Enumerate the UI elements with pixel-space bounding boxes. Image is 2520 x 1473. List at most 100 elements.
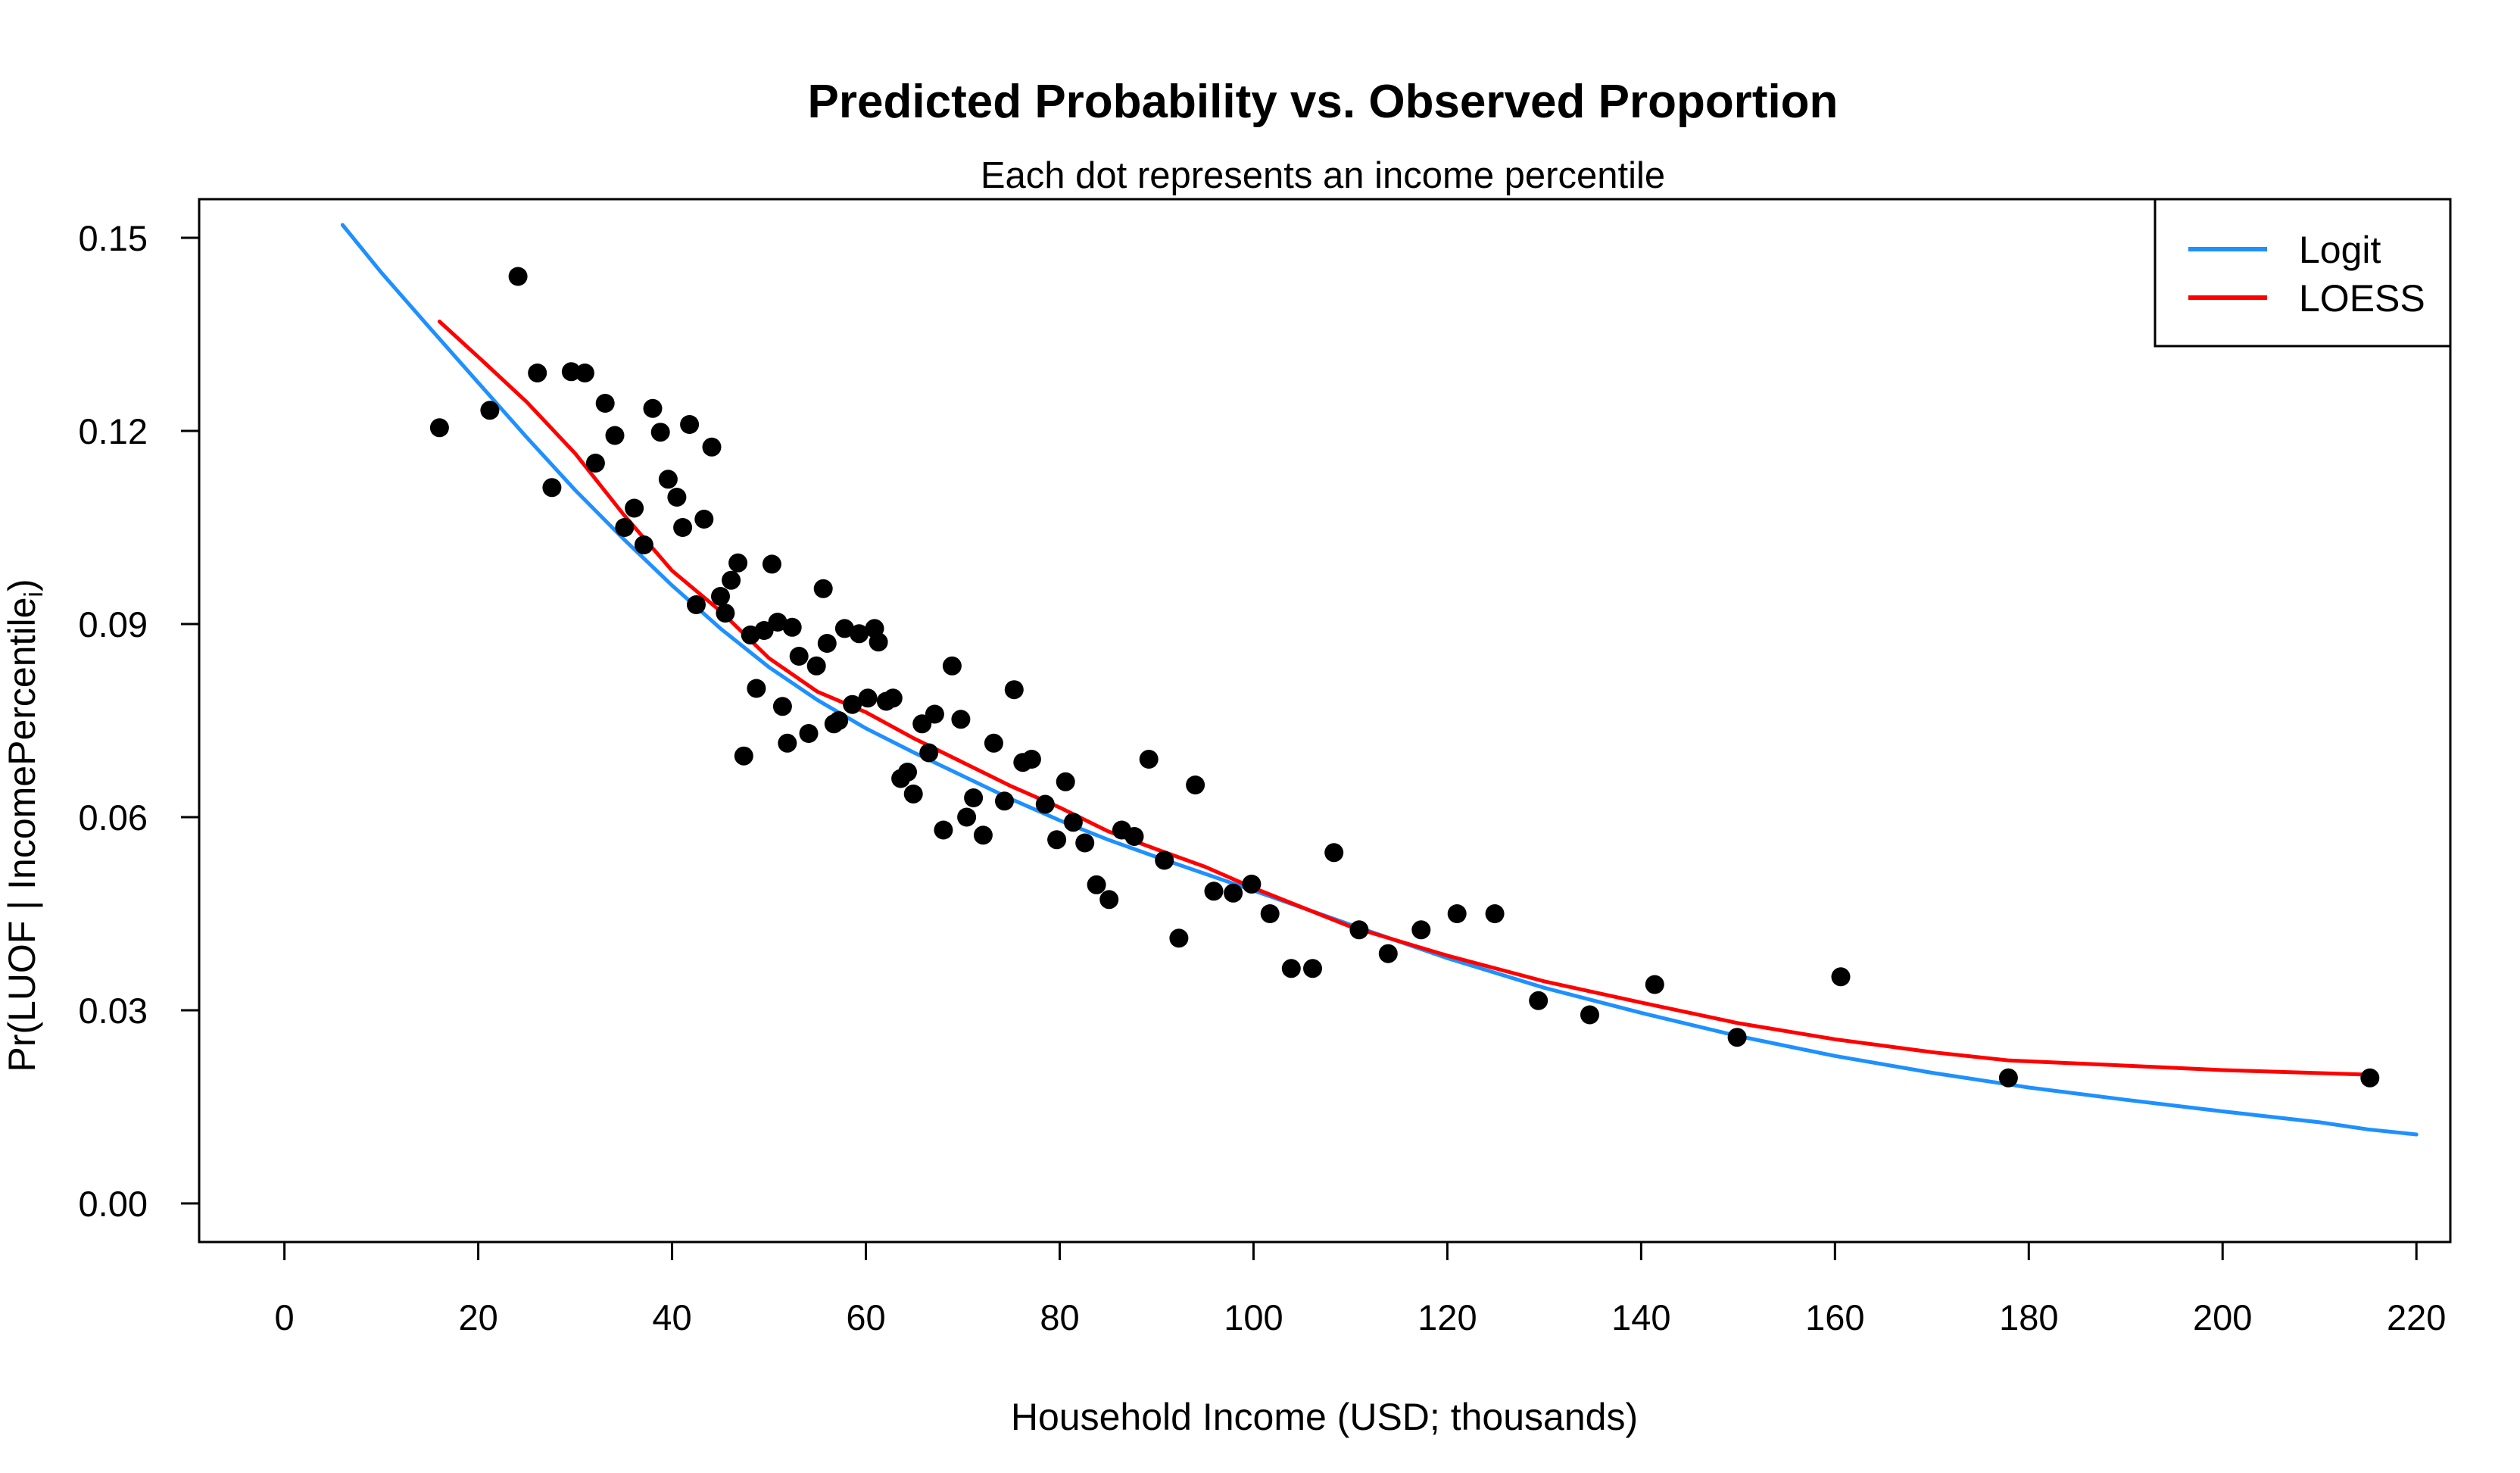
data-point (1324, 843, 1344, 863)
data-point (754, 621, 774, 640)
data-point (747, 679, 766, 698)
data-point (694, 510, 714, 529)
x-tick-label: 60 (846, 1297, 885, 1337)
data-point (869, 632, 888, 652)
data-point (680, 415, 700, 434)
points-layer (429, 267, 2380, 1088)
legend-box (2154, 198, 2452, 348)
data-point (843, 694, 862, 714)
y-tick-label: 0.15 (79, 218, 148, 258)
data-point (817, 634, 837, 653)
y-tick-label: 0.09 (79, 604, 148, 644)
data-point (1035, 794, 1055, 814)
data-point (762, 554, 781, 574)
data-point (934, 820, 953, 840)
data-point (1260, 904, 1280, 923)
y-tick-label: 0.03 (79, 991, 148, 1031)
data-point (1242, 874, 1262, 894)
data-point (1169, 928, 1189, 948)
data-point (813, 579, 833, 598)
data-point (1075, 833, 1095, 853)
x-tick-label: 160 (1805, 1297, 1864, 1337)
data-point (973, 825, 993, 845)
data-point (1047, 830, 1067, 850)
data-point (1281, 959, 1301, 978)
data-point (673, 518, 693, 537)
data-point (858, 688, 878, 708)
data-point (1998, 1068, 2018, 1088)
data-point (883, 688, 903, 708)
series-line-logit (340, 223, 2419, 1137)
data-point (778, 733, 797, 753)
y-axis-label: Pr(LUOF | IncomePercentilei) (1, 579, 48, 1072)
data-point (984, 733, 1003, 753)
data-point (716, 604, 735, 623)
data-point (1056, 772, 1075, 791)
data-point (634, 535, 653, 554)
data-point (1447, 904, 1467, 923)
data-point (728, 553, 748, 573)
data-point (1378, 944, 1398, 963)
data-point (1224, 883, 1243, 903)
data-point (480, 401, 500, 420)
data-point (734, 746, 753, 766)
data-point (658, 470, 678, 489)
data-point (711, 587, 730, 606)
data-point (1303, 959, 1322, 978)
data-point (995, 791, 1014, 811)
series-layer (340, 223, 2419, 1137)
data-point (722, 570, 741, 590)
y-tick-label: 0.12 (79, 411, 148, 451)
data-point (1645, 975, 1664, 994)
data-point (772, 697, 792, 716)
data-point (1529, 991, 1548, 1010)
data-point (942, 656, 962, 676)
data-point (625, 498, 644, 518)
data-point (615, 518, 635, 537)
y-axis-label-close: ) (1, 579, 43, 591)
data-point (957, 807, 977, 827)
x-axis: 0 20 40 60 80 100 120 140 160 180 200 220 (275, 1241, 2446, 1337)
data-point (575, 364, 594, 382)
data-point (2360, 1068, 2380, 1088)
legend-label-logit: Logit (2299, 229, 2381, 271)
data-point (585, 454, 605, 473)
chart-title: Predicted Probability vs. Observed Propo… (808, 76, 1839, 128)
legend-label-loess: LOESS (2299, 277, 2425, 320)
data-point (528, 364, 547, 382)
data-point (1063, 813, 1083, 832)
data-point (561, 362, 581, 382)
data-point (702, 437, 722, 457)
data-point (667, 488, 687, 507)
data-point (799, 724, 819, 743)
data-point (1087, 875, 1106, 894)
data-point (429, 418, 449, 438)
data-point (829, 711, 849, 730)
data-point (1411, 920, 1431, 940)
legend: Logit LOESS (2154, 198, 2452, 348)
x-axis-label: Household Income (USD; thousands) (1011, 1396, 1638, 1438)
data-point (1349, 920, 1369, 940)
y-axis: 0.00 0.03 0.06 0.09 0.12 0.15 (79, 218, 201, 1224)
x-tick-label: 120 (1418, 1297, 1477, 1337)
data-point (898, 763, 917, 782)
data-point (1580, 1005, 1599, 1025)
data-point (1004, 680, 1024, 700)
x-tick-label: 0 (275, 1297, 295, 1337)
data-point (951, 710, 971, 729)
data-point (806, 656, 826, 676)
x-tick-label: 100 (1224, 1297, 1283, 1337)
x-tick-label: 80 (1040, 1297, 1079, 1337)
x-tick-label: 200 (2193, 1297, 2252, 1337)
data-point (834, 619, 854, 638)
data-point (1485, 904, 1505, 923)
data-point (687, 595, 706, 614)
data-point (1021, 750, 1041, 769)
data-point (595, 394, 615, 413)
data-point (964, 788, 984, 807)
data-point (925, 704, 944, 724)
data-point (542, 478, 562, 498)
y-tick-label: 0.00 (79, 1184, 148, 1224)
data-point (789, 647, 809, 666)
